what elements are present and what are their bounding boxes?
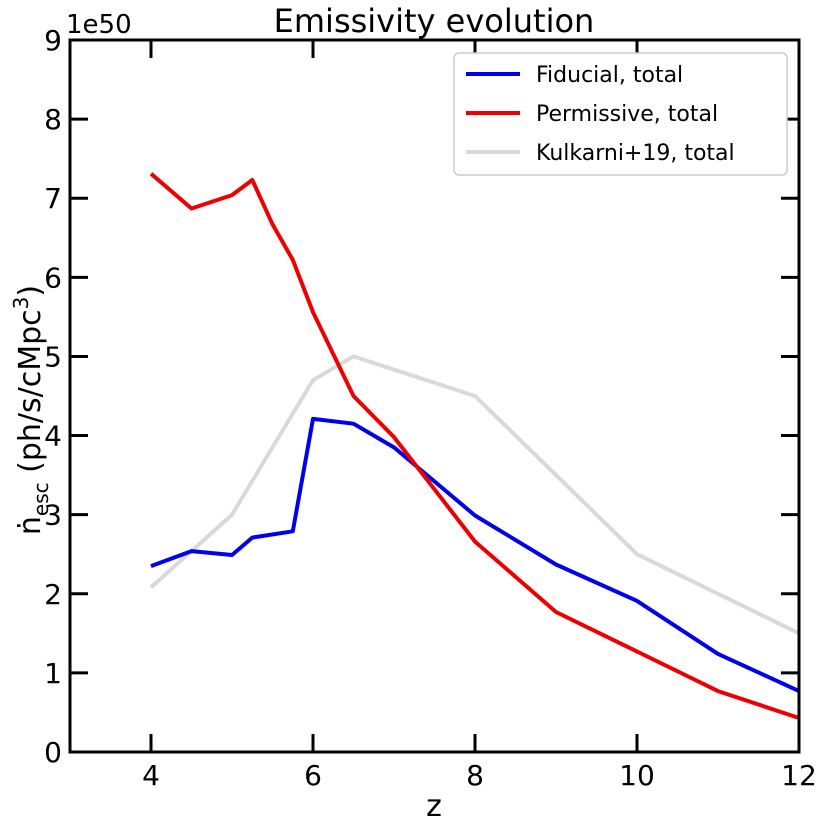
legend-label-permissive: Permissive, total <box>536 102 718 127</box>
y-label-sub: esc <box>29 482 53 516</box>
x-axis-label: z <box>426 789 442 824</box>
series-layer <box>149 172 800 720</box>
legend-box <box>453 52 788 176</box>
y-label-sup: 3 <box>9 297 33 310</box>
y-tick-label: 8 <box>44 103 62 136</box>
y-label-main: ṅ <box>13 516 48 535</box>
y-tick-label: 2 <box>44 578 62 611</box>
series-line-kulkarni-19 <box>149 354 800 636</box>
legend-label-kulkarni: Kulkarni+19, total <box>536 141 735 166</box>
series-line-permissive <box>149 172 800 720</box>
x-tick-label: 8 <box>466 759 484 792</box>
y-tick-label: 0 <box>44 736 62 769</box>
y-label-close: ) <box>13 285 48 297</box>
plot-frame <box>68 38 801 754</box>
y-tick-label: 6 <box>44 261 62 294</box>
y-label-units: (ph/s/cMpc <box>13 309 48 482</box>
y-tick-label: 9 <box>44 24 62 57</box>
y-tick-label: 7 <box>44 182 62 215</box>
x-tick-label: 10 <box>619 759 655 792</box>
x-tick-label: 12 <box>781 759 817 792</box>
y-scale-label: 1e50 <box>66 10 132 40</box>
legend: Fiducial, total Permissive, total Kulkar… <box>453 52 788 176</box>
y-tick-label: 1 <box>44 657 62 690</box>
series-line-fiducial <box>150 416 800 693</box>
y-tick-label: 3 <box>44 499 62 532</box>
y-axis-label: ṅesc (ph/s/cMpc3) <box>9 285 53 535</box>
x-tick-label: 6 <box>304 759 322 792</box>
x-tick-label: 4 <box>142 759 160 792</box>
chart-title: Emissivity evolution <box>274 2 595 40</box>
legend-label-fiducial: Fiducial, total <box>536 63 683 88</box>
y-tick-label: 4 <box>44 420 62 453</box>
y-tick-label: 5 <box>44 340 62 373</box>
